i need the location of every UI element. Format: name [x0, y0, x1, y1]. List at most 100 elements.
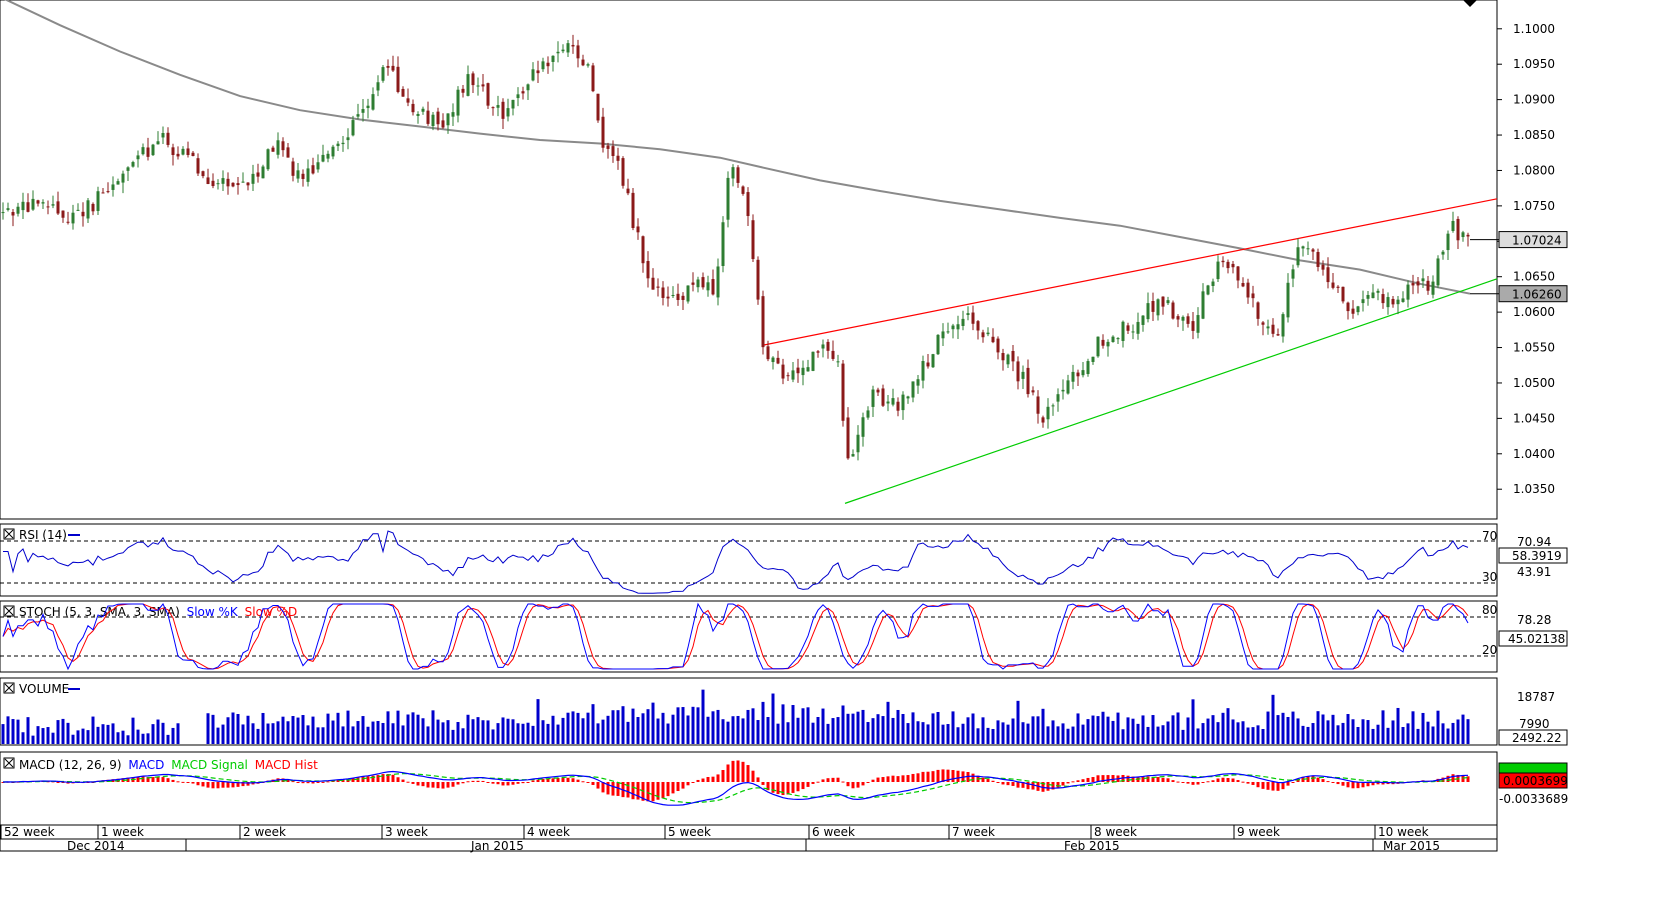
price-tick-label: 1.0450	[1513, 411, 1555, 425]
macd-hist-bar	[561, 777, 565, 782]
candle-body	[301, 173, 305, 179]
macd-hist-bar	[711, 776, 715, 782]
volume-bar	[236, 714, 240, 744]
candle-body	[796, 367, 800, 374]
macd-hist-bar	[951, 770, 955, 782]
candle-body	[606, 145, 610, 149]
candle-body	[1081, 370, 1085, 376]
candle-body	[1016, 361, 1020, 382]
volume-bar	[1236, 722, 1240, 744]
candle-body	[1246, 282, 1250, 298]
candle-body	[521, 91, 525, 94]
resistance-trendline	[761, 198, 1498, 347]
macd-hist-bar	[766, 782, 770, 791]
support-trendline	[844, 278, 1498, 504]
candle-body	[366, 105, 370, 109]
volume-bar	[116, 732, 120, 744]
macd-hist-bar	[291, 781, 295, 783]
macd-hist-bar	[476, 780, 480, 782]
candle-body	[951, 325, 955, 330]
volume-bar	[961, 723, 965, 744]
volume-bar	[836, 717, 840, 744]
volume-bar	[601, 719, 605, 744]
week-label: 1 week	[101, 825, 144, 839]
macd-line	[2, 770, 1469, 806]
volume-bar	[286, 721, 290, 744]
price-axis: 1.1000 1.0950 1.0900 1.0850 1.0800 1.0750 1.07…	[1470, 22, 1568, 496]
macd-hist-bar	[471, 780, 475, 782]
volume-bar	[546, 723, 550, 744]
volume-bar	[916, 721, 920, 744]
macd-hist-bar	[716, 774, 720, 782]
macd-hist-bar	[1096, 775, 1100, 782]
macd-hist-bar	[1336, 782, 1340, 785]
volume-bar	[321, 727, 325, 744]
candle-body	[311, 165, 315, 174]
candle-body	[616, 155, 620, 161]
candle-body	[651, 277, 655, 290]
candle-body	[181, 148, 185, 155]
candle-body	[1381, 294, 1385, 304]
volume-bar	[1356, 727, 1360, 744]
candle-body	[1211, 281, 1215, 286]
macd-hist-bar	[1031, 782, 1035, 790]
volume-bar	[766, 717, 770, 744]
candle-body	[566, 43, 570, 53]
volume-bar	[846, 713, 850, 744]
macd-hist-bar	[636, 782, 640, 800]
volume-bar	[461, 728, 465, 744]
volume-bar	[751, 708, 755, 744]
macd-hist-bar	[601, 782, 605, 793]
macd-hist-bar	[316, 782, 320, 783]
price-tick-label: 1.0600	[1513, 305, 1555, 319]
candle-body	[871, 389, 875, 407]
macd-hist-bar	[931, 771, 935, 782]
macd-hist-bar	[1056, 782, 1060, 788]
candle-body	[536, 70, 540, 74]
candle-body	[246, 182, 250, 186]
volume-bar	[171, 727, 175, 744]
candle-body	[971, 312, 975, 324]
volume-bar	[1431, 726, 1435, 744]
candle-body	[1421, 278, 1425, 282]
candle-body	[431, 114, 435, 127]
macd-hist-bar	[606, 782, 610, 795]
macd-hist-bar	[491, 782, 495, 784]
volume-bar	[986, 727, 990, 744]
candle-body	[891, 398, 895, 405]
candle-body	[1446, 233, 1450, 251]
macd-hist-bar	[696, 779, 700, 782]
scroll-marker-icon[interactable]	[1463, 0, 1477, 7]
volume-bar	[931, 713, 935, 744]
volume-bar	[136, 729, 140, 744]
macd-hist-bar	[241, 782, 245, 787]
stoch-axis-high: 78.28	[1517, 613, 1551, 627]
macd-hist-bar	[201, 782, 205, 787]
volume-bar	[541, 720, 545, 744]
macd-hist-bar	[581, 781, 585, 783]
candle-body	[216, 183, 220, 185]
volume-bar	[6, 716, 10, 744]
volume-bar	[1186, 717, 1190, 744]
volume-bar	[806, 707, 810, 744]
macd-hist-bar	[226, 782, 230, 788]
volume-bar	[841, 705, 845, 744]
macd-hist-bar	[1376, 782, 1380, 785]
macd-hist-bar	[1141, 776, 1145, 782]
macd-hist-bar	[1441, 777, 1445, 782]
macd-hist-bar	[486, 782, 490, 783]
candle-body	[121, 173, 125, 183]
candle-body	[426, 110, 430, 124]
candle-body	[96, 191, 100, 211]
volume-bar	[1461, 714, 1465, 744]
candle-body	[1321, 264, 1325, 270]
volume-bar	[501, 717, 505, 744]
macd-hist-bar	[431, 782, 435, 788]
macd-hist-bar	[701, 778, 705, 782]
candle-body	[756, 259, 760, 300]
volume-bar	[721, 719, 725, 744]
macd-hist-bar	[791, 782, 795, 793]
candle-body	[436, 111, 440, 125]
macd-hist-bar	[1296, 778, 1300, 782]
volume-bar	[1446, 728, 1450, 744]
